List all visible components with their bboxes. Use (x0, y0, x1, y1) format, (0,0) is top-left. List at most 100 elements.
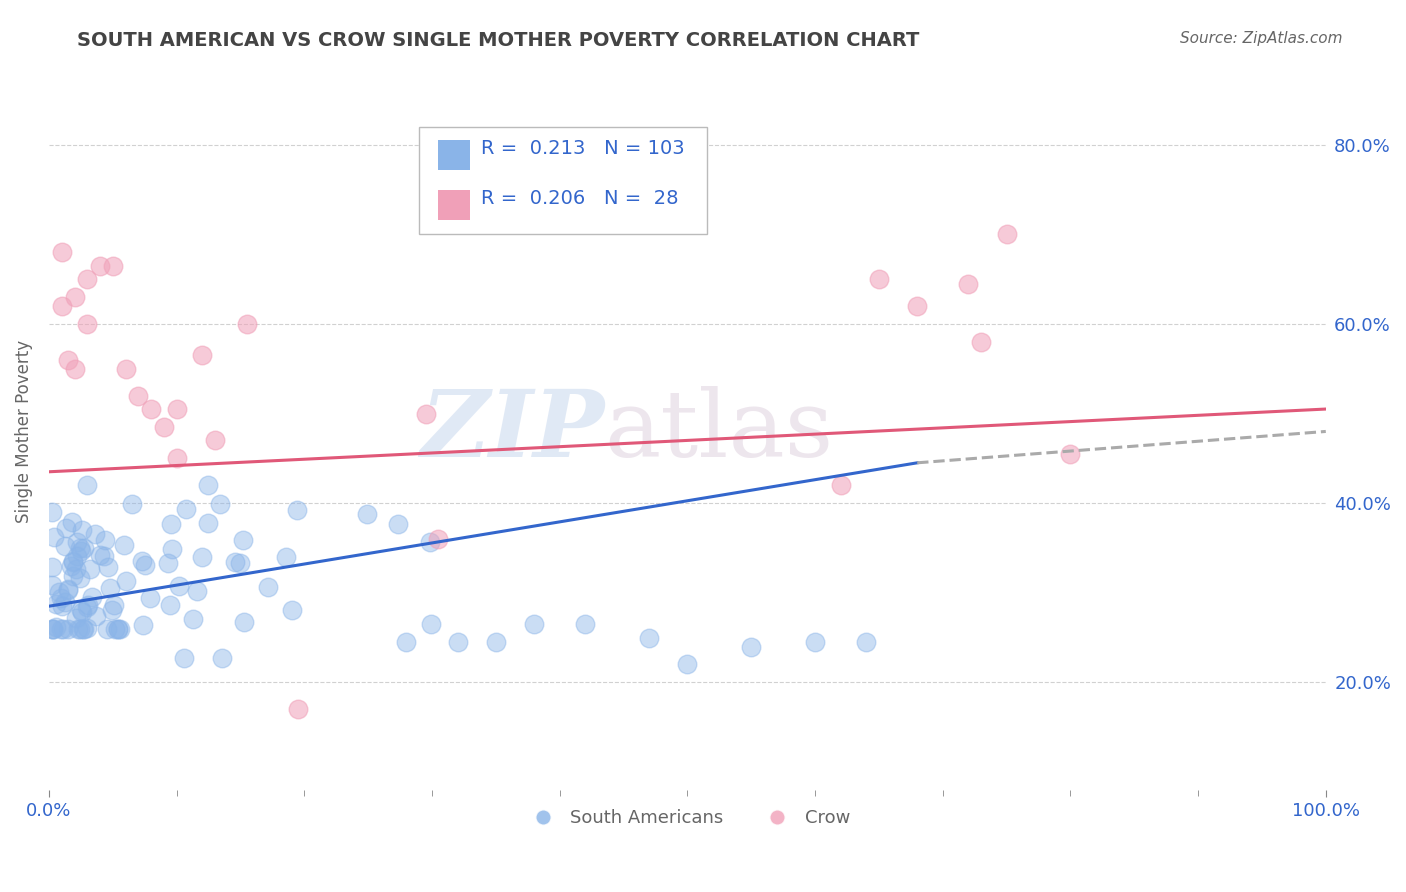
Point (62, 569, 84, 583)
Point (41, 559, 63, 574)
Point (419, 617, 441, 632)
Point (638, 631, 661, 645)
Point (121, 497, 143, 511)
Point (197, 478, 219, 492)
Point (51, 599, 73, 614)
Point (446, 635, 468, 649)
Point (70, 524, 93, 538)
Point (73, 622, 96, 636)
Point (66, 549, 89, 563)
Point (485, 635, 508, 649)
Point (418, 534, 440, 549)
Point (191, 348, 214, 362)
Point (76, 478, 98, 492)
Point (63, 361, 86, 376)
Text: SOUTH AMERICAN VS CROW SINGLE MOTHER POVERTY CORRELATION CHART: SOUTH AMERICAN VS CROW SINGLE MOTHER POV… (77, 31, 920, 50)
Point (65, 561, 87, 575)
Point (96, 622, 118, 636)
Text: atlas: atlas (605, 386, 834, 476)
Point (83, 526, 105, 541)
Point (63, 290, 86, 304)
Point (82, 590, 104, 604)
Point (1059, 447, 1081, 461)
Point (139, 402, 162, 417)
Point (42, 530, 65, 544)
Point (62, 555, 84, 569)
Point (676, 657, 699, 672)
Point (868, 272, 890, 286)
FancyBboxPatch shape (439, 190, 471, 220)
Point (72, 622, 94, 636)
Point (104, 622, 127, 636)
Point (970, 334, 993, 349)
Point (197, 516, 219, 531)
Point (98, 581, 121, 595)
Point (56, 352, 79, 367)
Point (69, 570, 91, 584)
Point (395, 635, 418, 649)
Point (55, 521, 77, 535)
Point (108, 622, 131, 636)
Point (905, 299, 928, 313)
Point (51, 591, 73, 605)
Point (101, 259, 124, 273)
Point (229, 556, 252, 570)
Text: R =  0.206   N =  28: R = 0.206 N = 28 (481, 189, 678, 208)
Point (103, 598, 125, 612)
Point (56, 582, 79, 596)
Point (49, 622, 72, 636)
Point (65, 610, 87, 624)
Point (174, 501, 197, 516)
Point (107, 622, 129, 636)
Point (76, 600, 98, 615)
Point (51, 245, 73, 260)
Point (56, 582, 79, 597)
Point (45, 598, 67, 612)
Point (66, 535, 89, 549)
Point (523, 617, 546, 632)
Point (159, 599, 181, 613)
Point (107, 622, 129, 636)
Point (79, 562, 101, 576)
Point (387, 516, 409, 531)
Point (134, 558, 156, 572)
Point (51, 299, 73, 313)
Point (55, 595, 77, 609)
Point (166, 402, 188, 417)
Point (112, 538, 135, 552)
Point (285, 502, 308, 516)
Point (70, 605, 93, 619)
FancyBboxPatch shape (419, 127, 707, 235)
Point (77, 598, 100, 612)
Point (53, 539, 76, 553)
Point (257, 581, 280, 595)
Y-axis label: Single Mother Poverty: Single Mother Poverty (15, 340, 32, 523)
Point (76, 317, 98, 331)
Point (73, 541, 96, 556)
Text: ZIP: ZIP (420, 386, 605, 476)
Point (427, 532, 450, 546)
Point (131, 554, 153, 568)
Point (60, 516, 83, 530)
Point (114, 361, 136, 376)
Point (232, 533, 254, 548)
Point (160, 517, 183, 532)
Point (42, 622, 65, 636)
Point (62, 553, 84, 567)
Point (209, 497, 232, 511)
Point (574, 617, 596, 632)
Point (93, 549, 115, 563)
Point (287, 702, 309, 716)
Point (166, 451, 188, 466)
Point (232, 615, 254, 629)
FancyBboxPatch shape (439, 140, 471, 169)
Point (89, 549, 111, 563)
Point (167, 578, 190, 592)
Point (740, 640, 762, 654)
Point (101, 602, 124, 616)
Point (42, 622, 65, 636)
Point (274, 549, 297, 564)
Point (41, 505, 63, 519)
Point (69, 622, 91, 636)
Point (52, 622, 75, 636)
